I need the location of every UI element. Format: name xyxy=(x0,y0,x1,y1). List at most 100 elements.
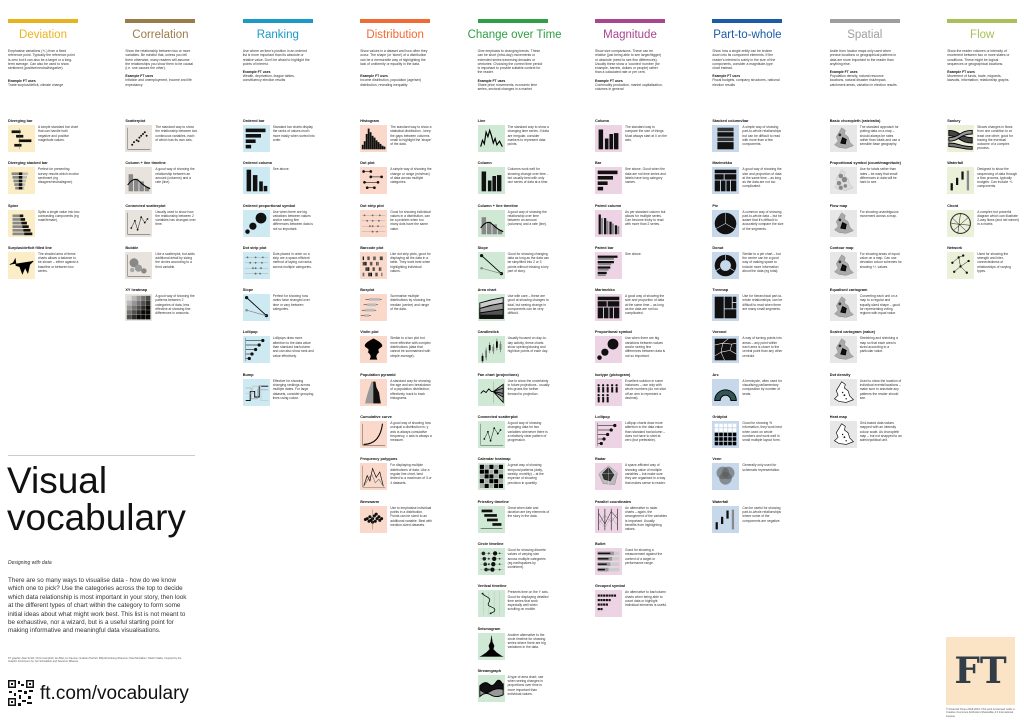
chart-item[interactable]: Slope Perfect for showing how ranks have… xyxy=(242,288,355,330)
chart-description: Like dot strip plots, good for displayin… xyxy=(390,251,431,274)
chart-item[interactable]: Scaled cartogram (value) Stretching and … xyxy=(829,330,942,372)
chart-item[interactable]: Column Columns work well for showing cha… xyxy=(477,161,590,203)
chart-item[interactable]: Frequency polygons For displaying multip… xyxy=(360,457,472,499)
thumbnail-mark xyxy=(843,394,846,396)
chart-item[interactable]: Column + line timeline A good way of sho… xyxy=(477,204,590,246)
chart-item[interactable]: Dot strip plot Dots placed in order on a… xyxy=(242,246,355,288)
chart-item[interactable]: Network Used for showing the strength an… xyxy=(947,246,1024,288)
qr-code-icon[interactable] xyxy=(8,680,34,706)
thumbnail-mark xyxy=(719,423,724,428)
chart-item[interactable]: XY heatmap A good way of showing the pat… xyxy=(125,288,237,330)
chart-item[interactable]: Slope Good for showing changing data as … xyxy=(477,246,590,288)
chart-item[interactable]: Circle timeline Good for showing discret… xyxy=(477,542,590,584)
chart-item[interactable]: Bubble Like a scatterplot, but adds addi… xyxy=(125,246,237,288)
chart-item[interactable]: Flow map For showing unambiguous movemen… xyxy=(829,204,942,246)
chart-item[interactable]: Spine Splits a single value into two con… xyxy=(8,204,120,246)
chart-item[interactable]: Heat map Grid-based data values mapped w… xyxy=(829,415,942,457)
chart-item[interactable]: Gridplot Good for showing % information,… xyxy=(712,415,824,457)
example-text: Population density, natural resource loc… xyxy=(829,74,897,87)
chart-item[interactable]: Column + line timeline A good way of sho… xyxy=(125,161,237,203)
chart-item[interactable]: Isotype (pictogram) Excellent solution i… xyxy=(595,373,707,415)
chart-item[interactable]: Waterfall Designed to show the sequencin… xyxy=(947,161,1024,203)
chart-description: A good way of showing the relationship o… xyxy=(507,209,547,227)
chart-item[interactable]: Fan chart (projections) Use to show the … xyxy=(477,373,590,415)
chart-item[interactable]: Pie A common way of showing part-to-whol… xyxy=(712,204,824,246)
chart-item[interactable]: Column The standard way to compare the s… xyxy=(595,119,707,161)
chart-item[interactable]: Lollipop Lollipop charts draw more atten… xyxy=(595,415,707,457)
chart-item[interactable]: Paired column As per standard column but… xyxy=(595,204,707,246)
chart-item[interactable]: Candlestick Usually focused on day-to-da… xyxy=(477,330,590,372)
chart-item[interactable]: Grouped symbol An alternative to bar/col… xyxy=(595,584,707,626)
chart-item[interactable]: Parallel coordinates An alternative to r… xyxy=(595,500,707,542)
chart-item[interactable]: Ordered column See above. xyxy=(242,161,355,203)
chart-item[interactable]: Stacked column/bar A simple way of showi… xyxy=(712,119,824,161)
category-description: Show the relationship between two or mor… xyxy=(125,49,194,71)
chart-item[interactable]: Basic choropleth (rate/ratio) The standa… xyxy=(829,119,942,161)
chart-item[interactable]: Violin plot Similar to a box plot but mo… xyxy=(360,330,472,372)
chart-item[interactable]: Chord A complex but powerful diagram whi… xyxy=(947,204,1024,246)
thumbnail-mark xyxy=(484,484,489,489)
chart-item[interactable]: Voronoi A way of turning points into are… xyxy=(712,330,824,372)
chart-item[interactable]: Boxplot Summarise multiple distributions… xyxy=(360,288,472,330)
chart-item[interactable]: Venn Generally only used for schematic r… xyxy=(712,457,824,499)
chart-item[interactable]: Arc A hemicycle, often used for visualis… xyxy=(712,373,824,415)
chart-item[interactable]: Beeswarm Use to emphasise individual poi… xyxy=(360,500,472,542)
chart-item[interactable]: Paired bar See above. xyxy=(595,246,707,288)
chart-item[interactable]: Seismogram Another alternative to the ci… xyxy=(477,627,590,669)
chart-item[interactable]: Surplus/deficit filled line The shaded a… xyxy=(8,246,120,288)
chart-item[interactable]: Radar A space-efficient way of showing v… xyxy=(595,457,707,499)
thumbnail-mark xyxy=(498,552,501,555)
example-uses: Example FT uses Trade surplus/deficit, cl… xyxy=(8,79,76,88)
chart-item[interactable]: Barcode plot Like dot strip plots, good … xyxy=(360,246,472,288)
thumbnail-mark xyxy=(715,339,737,361)
vocabulary-link[interactable]: ft.com/vocabulary xyxy=(40,683,189,704)
chart-item[interactable]: Connected scatterplot Usually used to sh… xyxy=(125,204,237,246)
thumbnail-mark xyxy=(127,254,151,277)
chart-item[interactable]: Proportional symbol (count/magnitude) Us… xyxy=(829,161,942,203)
chart-item[interactable]: Cumulative curve A good way of showing h… xyxy=(360,415,472,457)
chart-item[interactable]: Marimekko A good way of showing the size… xyxy=(712,161,824,203)
chart-item[interactable]: Vertical timeline Presents time on the Y… xyxy=(477,584,590,626)
chart-item[interactable]: Lollipop Lollipops draw more attention t… xyxy=(242,330,355,372)
chart-item[interactable]: Bullet Good for showing a measurement ag… xyxy=(595,542,707,584)
chart-item[interactable]: Proportional symbol Use when there are b… xyxy=(595,330,707,372)
chart-item[interactable]: Equalised cartogram Converting each unit… xyxy=(829,288,942,330)
thumbnail-background xyxy=(125,209,153,237)
chart-item[interactable]: Contour map For showing areas of equal v… xyxy=(829,246,942,288)
chart-title: Cumulative curve xyxy=(360,415,392,420)
category-color-bar xyxy=(595,19,665,23)
chart-item[interactable]: Population pyramid A standard way for sh… xyxy=(360,373,472,415)
chord-chart-icon xyxy=(947,209,975,237)
chart-item[interactable]: Treemap Use for hierarchical part-to-who… xyxy=(712,288,824,330)
chart-item[interactable]: Dot plot A simple way of showing the cha… xyxy=(360,161,472,203)
thumbnail-mark xyxy=(136,305,142,311)
chart-item[interactable]: Histogram The standard way to show a sta… xyxy=(360,119,472,161)
thumbnail-mark xyxy=(134,178,139,192)
chart-item[interactable]: Scatterplot The standard way to show the… xyxy=(125,119,237,161)
thumbnail-mark xyxy=(488,469,494,475)
chart-item[interactable]: Diverging stacked bar Perfect for presen… xyxy=(8,161,120,203)
chart-item[interactable]: Area chart Use with care – these are goo… xyxy=(477,288,590,330)
chart-item[interactable]: Calendar heatmap A great way of showing … xyxy=(477,457,590,499)
category-color-bar xyxy=(477,19,548,23)
category-description: Emphasise variations (+/-) from a fixed … xyxy=(8,49,75,71)
chart-item[interactable]: Bump Effective for showing changing rank… xyxy=(242,373,355,415)
chart-item[interactable]: Waterfall Can be useful for showing part… xyxy=(712,500,824,542)
chart-item[interactable]: Line The standard way to show a changing… xyxy=(477,119,590,161)
chart-item[interactable]: Marimekko A good way of showing the size… xyxy=(595,288,707,330)
chart-item[interactable]: Priestley timeline Great when date and d… xyxy=(477,500,590,542)
chart-item[interactable]: Streamgraph A type of area chart; use wh… xyxy=(477,669,590,711)
chart-description: For showing areas of equal value on a ma… xyxy=(859,251,902,269)
thumbnail-mark xyxy=(481,509,492,512)
chart-item[interactable]: Bar See above. Good when the data are no… xyxy=(595,161,707,203)
thumbnail-mark xyxy=(597,257,614,260)
thumbnail-mark xyxy=(370,272,372,277)
chart-item[interactable]: Diverging bar A simple standard bar char… xyxy=(8,119,120,161)
chart-item[interactable]: Ordered bar Standard bar charts display … xyxy=(242,119,355,161)
chart-item[interactable]: Dot strip plot Good for showing individu… xyxy=(360,204,472,246)
chart-item[interactable]: Sankey Shows changes in flows from one c… xyxy=(947,119,1024,161)
chart-item[interactable]: Donut Similar to a pie chart – but the c… xyxy=(712,246,824,288)
chart-item[interactable]: Connected scatterplot A good way of show… xyxy=(477,415,590,457)
chart-item[interactable]: Ordered proportional symbol Use when the… xyxy=(242,204,355,246)
chart-item[interactable]: Dot density Used to show the location of… xyxy=(829,373,942,415)
